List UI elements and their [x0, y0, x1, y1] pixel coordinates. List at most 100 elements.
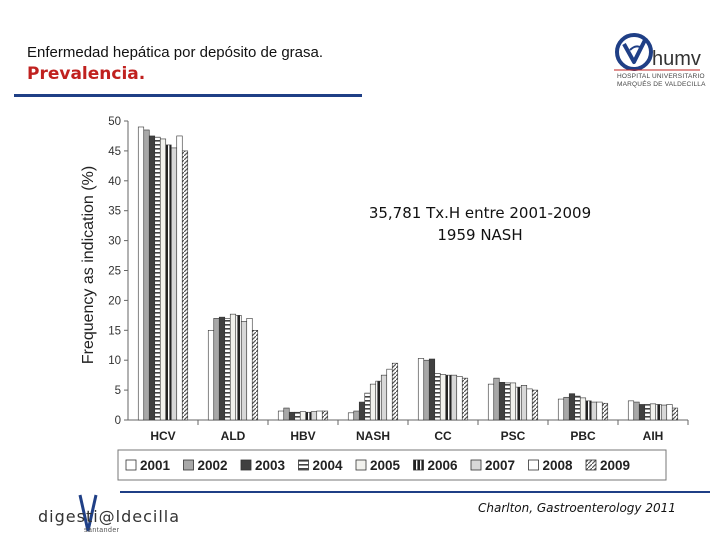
bar-cc-2001 — [417, 358, 425, 421]
bar-aih-2007 — [660, 404, 668, 421]
humv-logo-text: humv — [652, 48, 701, 70]
slide-title: Enfermedad hepática por depósito de gras… — [27, 44, 324, 61]
bar-cc-2002 — [423, 359, 430, 421]
bar-psc-2006 — [515, 386, 522, 421]
bar-ald-2003 — [218, 316, 226, 421]
bar-aih-2002 — [633, 401, 640, 421]
y-tick-label: 25 — [108, 266, 121, 278]
bar-aih-2001 — [627, 400, 635, 421]
bar-aih-2004 — [644, 404, 651, 421]
bar-aih-2003 — [638, 404, 646, 421]
legend-swatch-2001 — [125, 459, 137, 471]
bar-hbv-2009 — [321, 410, 329, 421]
y-tick-label: 35 — [108, 206, 121, 218]
bar-pbc-2003 — [568, 393, 576, 421]
bar-ald-2004 — [224, 318, 231, 421]
bar-psc-2009 — [531, 389, 539, 421]
bar-ald-2002 — [213, 318, 220, 421]
footer-divider — [120, 491, 710, 493]
y-tick-label: 20 — [108, 295, 121, 307]
y-tick-label: 50 — [108, 116, 121, 128]
y-tick-label: 10 — [108, 355, 121, 367]
y-tick-label: 30 — [108, 236, 121, 248]
bar-nash-2005 — [369, 383, 377, 421]
legend-swatch-2004 — [298, 459, 309, 471]
bar-hcv-2008 — [176, 135, 183, 421]
bar-hcv-2009 — [181, 150, 189, 421]
bar-psc-2002 — [493, 377, 500, 421]
bar-psc-2004 — [504, 382, 511, 421]
legend-swatch-2003 — [240, 459, 252, 471]
bar-nash-2007 — [380, 374, 388, 421]
bar-aih-2005 — [649, 403, 657, 421]
bar-hcv-2007 — [170, 147, 178, 421]
y-axis-label: Frequency as indication (%) — [80, 166, 97, 364]
bar-pbc-2006 — [585, 400, 592, 421]
bar-ald-2005 — [229, 313, 237, 421]
bar-ald-2006 — [235, 315, 242, 421]
bar-psc-2007 — [520, 385, 528, 421]
y-tick-label: 40 — [108, 176, 121, 188]
x-tick-label: PSC — [501, 429, 526, 443]
bar-nash-2009 — [391, 362, 399, 421]
legend-label-2007: 2007 — [485, 458, 515, 473]
bar-hcv-2002 — [143, 129, 150, 421]
bar-nash-2001 — [347, 412, 355, 421]
bar-hcv-2001 — [137, 126, 145, 421]
bar-nash-2008 — [386, 368, 393, 421]
bar-aih-2008 — [666, 404, 673, 421]
x-tick-label: AIH — [643, 429, 664, 443]
legend-swatch-2008 — [528, 459, 539, 471]
y-tick-label: 15 — [108, 325, 121, 337]
bar-cc-2004 — [434, 373, 441, 421]
y-tick-label: 45 — [108, 146, 121, 158]
bar-pbc-2008 — [596, 401, 603, 421]
legend-box — [117, 449, 667, 481]
x-tick-label: CC — [434, 429, 452, 443]
legend-swatch-2009 — [585, 459, 597, 471]
legend-label-2004: 2004 — [313, 458, 344, 473]
legend-swatch-2002 — [183, 459, 194, 471]
legend-swatch-2005 — [355, 459, 367, 471]
bar-hbv-2005 — [299, 411, 307, 421]
citation: Charlton, Gastroenterology 2011 — [478, 501, 676, 515]
bar-nash-2006 — [375, 380, 382, 421]
bar-cc-2005 — [439, 374, 447, 421]
y-tick-label: 0 — [115, 415, 121, 427]
legend-swatch-2006 — [413, 459, 424, 471]
legend-label-2002: 2002 — [198, 458, 228, 473]
annotation-line1: 35,781 Tx.H entre 2001-2009 — [368, 204, 592, 222]
bar-aih-2006 — [655, 404, 662, 421]
humv-logo-icon — [614, 33, 700, 71]
bar-ald-2007 — [240, 321, 248, 421]
bar-ald-2001 — [207, 329, 215, 421]
bar-hbv-2004 — [294, 411, 301, 421]
bar-hbv-2003 — [288, 411, 296, 421]
bar-hbv-2008 — [316, 410, 323, 421]
bar-hbv-2001 — [277, 410, 285, 421]
bar-hbv-2006 — [305, 411, 312, 421]
bar-hbv-2002 — [283, 407, 290, 421]
digestivo-valdecilla-logo: digesti@ldecilla — [38, 507, 181, 526]
bar-psc-2005 — [509, 382, 517, 421]
bar-pbc-2005 — [579, 397, 587, 421]
legend-label-2009: 2009 — [600, 458, 630, 473]
bar-pbc-2002 — [563, 396, 570, 421]
bar-nash-2004 — [364, 392, 371, 421]
bar-cc-2003 — [428, 358, 436, 421]
bar-cc-2006 — [445, 374, 452, 421]
legend-label-2005: 2005 — [370, 458, 401, 473]
legend-label-2003: 2003 — [255, 458, 286, 473]
bar-psc-2008 — [526, 388, 533, 421]
hospital-name-line2: MARQUÉS DE VALDECILLA — [617, 81, 706, 88]
valdecilla-v-icon — [78, 494, 98, 532]
bar-ald-2008 — [246, 318, 253, 421]
legend-swatch-2007 — [470, 459, 482, 471]
x-tick-label: NASH — [356, 429, 390, 443]
bar-ald-2009 — [251, 329, 259, 421]
legend-label-2008: 2008 — [543, 458, 574, 473]
x-tick-label: HBV — [290, 429, 315, 443]
bar-cc-2008 — [456, 376, 463, 421]
digestivo-logo-sub: santander — [84, 527, 120, 534]
